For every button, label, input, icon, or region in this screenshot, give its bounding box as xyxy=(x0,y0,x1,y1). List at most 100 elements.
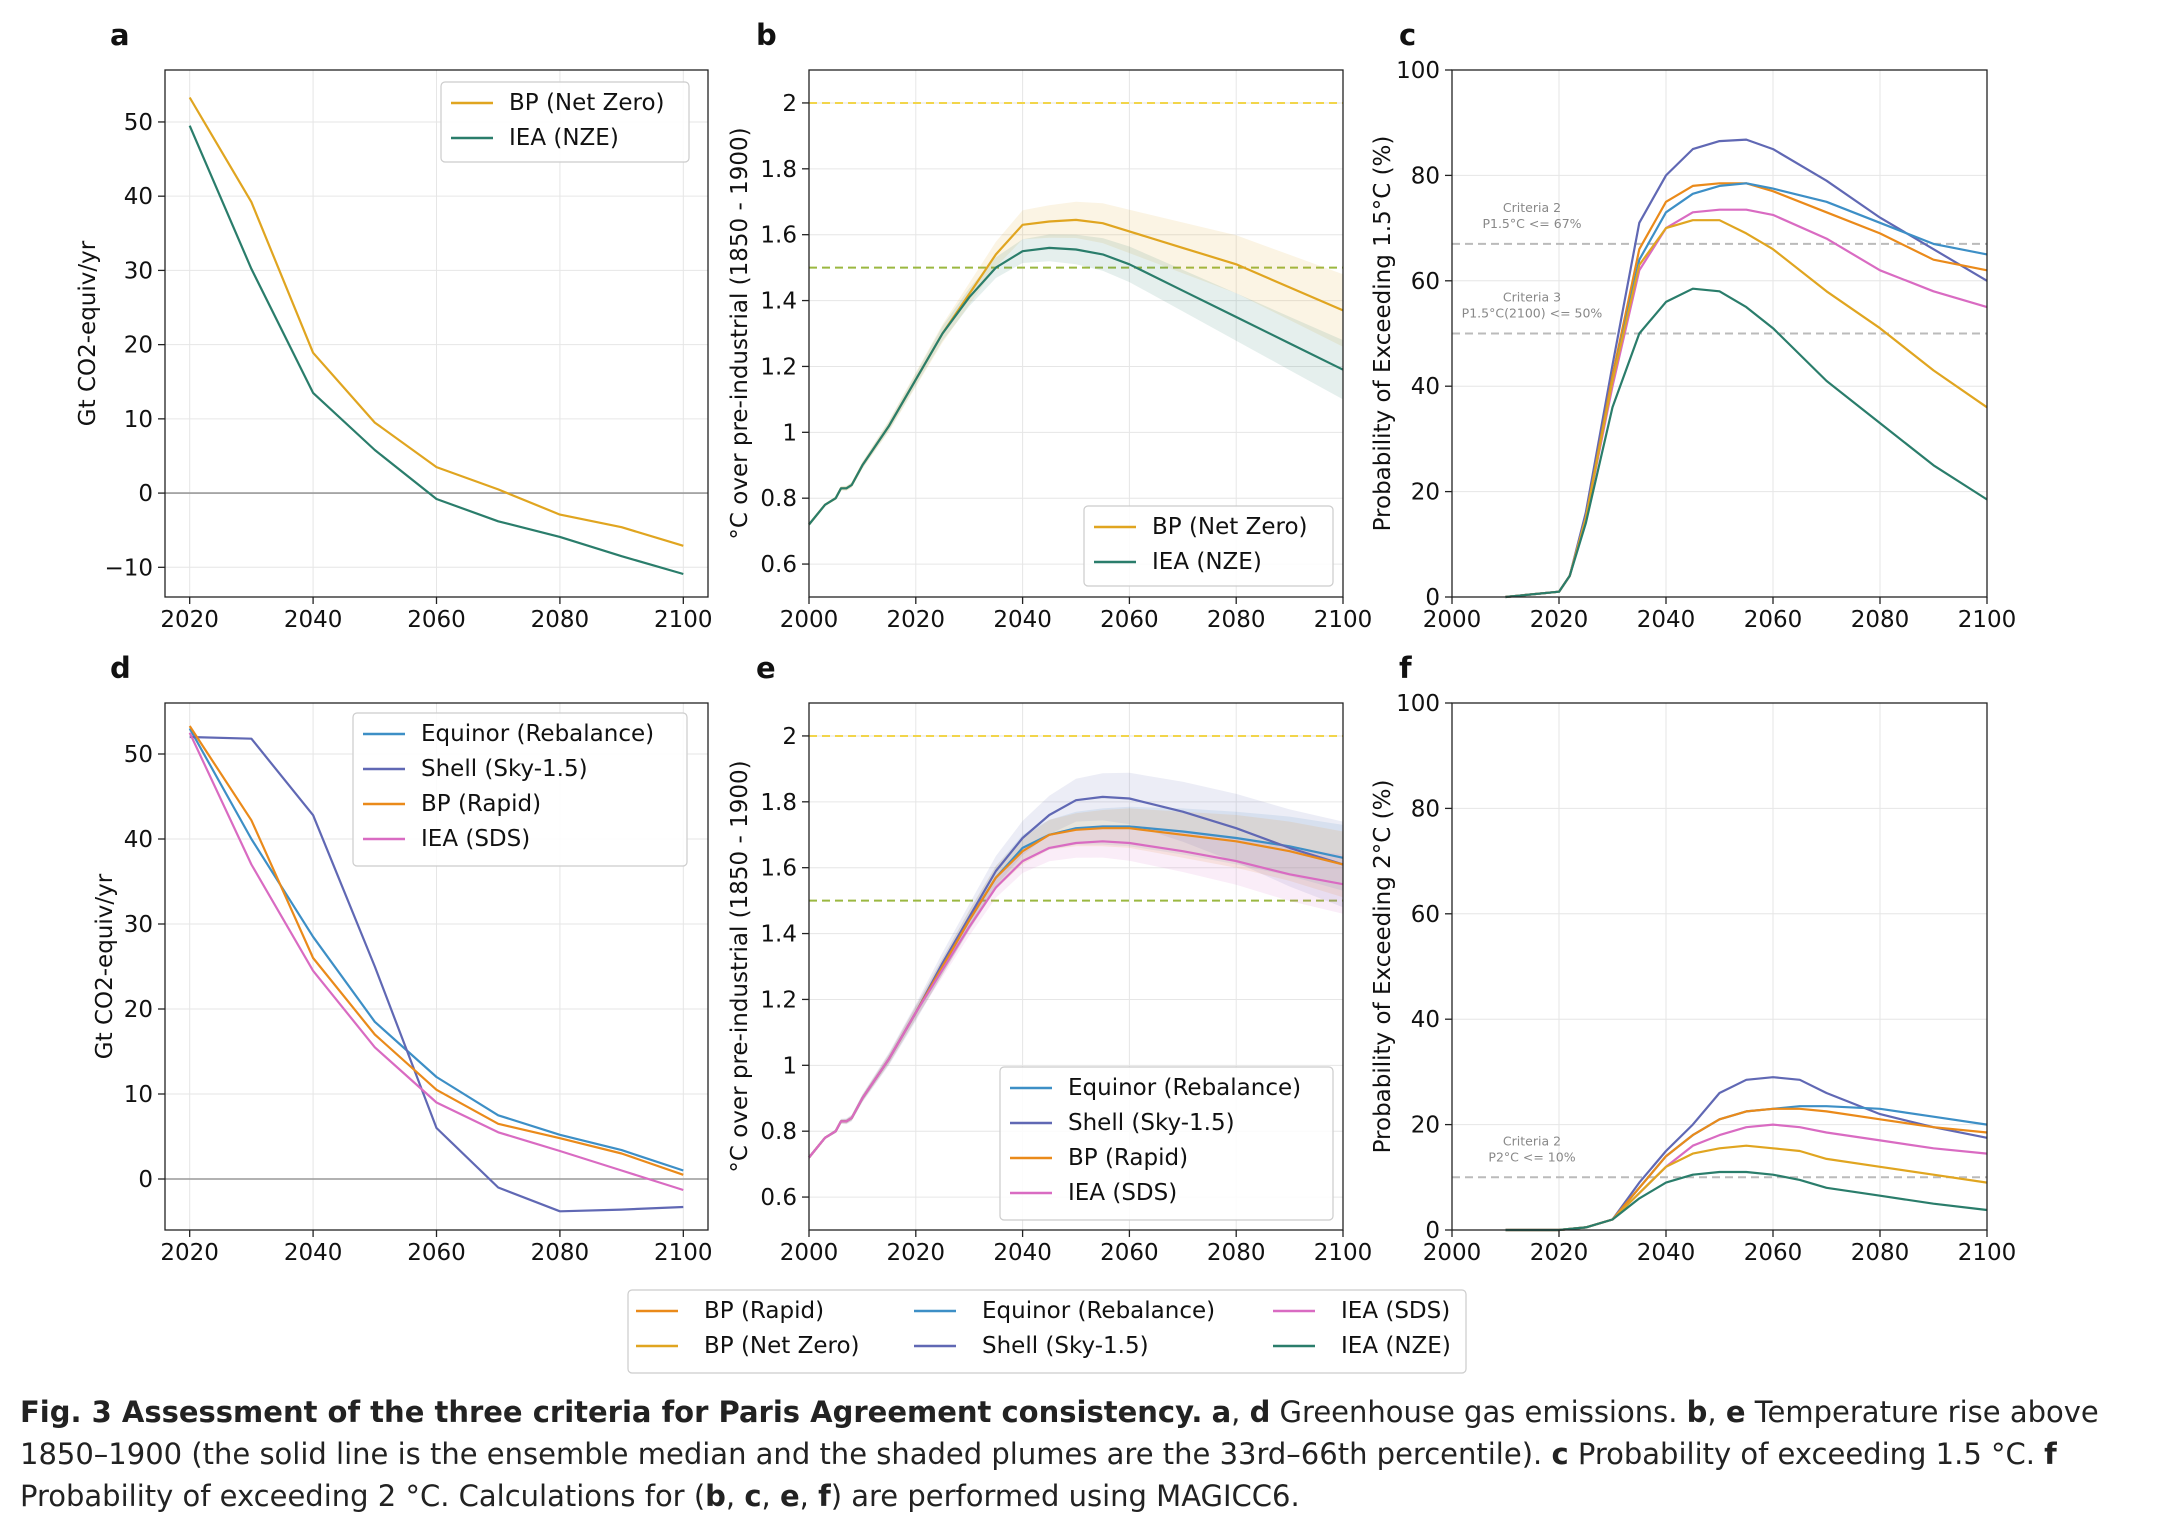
legend-label: IEA (SDS) xyxy=(1068,1180,1177,1206)
caption-list-e: e xyxy=(779,1479,800,1513)
panel-d: d 2020 2040 2060 2080 2100 0 10 20 30 40 50 Gt CO2-e… xyxy=(92,651,713,1266)
panel-a: a 2020 2040 2060 2080 2100 −10 0 10 20 30 40 50 Gt CO… xyxy=(75,18,713,633)
caption-label-e: e xyxy=(1725,1395,1746,1429)
criteria-title: Criteria 2 xyxy=(1503,200,1561,215)
x-tick-label: 2100 xyxy=(1314,607,1373,633)
y-axis-label: °C over pre-industrial (1850 - 1900) xyxy=(727,127,753,539)
panel-label-b: b xyxy=(756,18,777,52)
x-tick-label: 2040 xyxy=(1637,1240,1696,1266)
axes-frame xyxy=(1451,702,1988,1231)
x-tick-label: 2000 xyxy=(1423,1240,1482,1266)
x-tick-label: 2080 xyxy=(1207,607,1266,633)
y-tick-label: 2 xyxy=(782,724,797,750)
series-line xyxy=(188,732,684,1192)
shared-legend-label: Equinor (Rebalance) xyxy=(982,1298,1215,1324)
x-tick-label: 2100 xyxy=(654,607,713,633)
caption-text-c: Probability of exceeding 1.5 °C. xyxy=(1568,1437,2045,1471)
y-tick-label: 80 xyxy=(1411,796,1440,822)
y-tick-label: 0.8 xyxy=(760,1119,797,1145)
legend-box xyxy=(352,712,688,867)
y-tick-label: 40 xyxy=(124,184,153,210)
panel-label-c: c xyxy=(1399,18,1416,52)
series-line xyxy=(1505,1076,1988,1232)
legend-label: BP (Net Zero) xyxy=(1152,514,1308,540)
y-axis-label: Probability of Exceeding 2°C (%) xyxy=(1370,780,1396,1154)
y-tick-label: 40 xyxy=(1411,1007,1440,1033)
legend-label: BP (Rapid) xyxy=(421,791,541,817)
series-band xyxy=(809,772,1343,1158)
series-line xyxy=(188,125,684,576)
panel-label-d: d xyxy=(110,651,131,685)
series-line xyxy=(189,735,684,1213)
y-tick-label: 30 xyxy=(124,912,153,938)
x-tick-label: 2060 xyxy=(1100,607,1159,633)
panel-b: b 2000 2020 2040 2060 2080 2100 0.6 0.8 1 1.2 1.4 1.… xyxy=(727,18,1372,633)
y-axis-label: °C over pre-industrial (1850 - 1900) xyxy=(727,760,753,1172)
y-tick-label: 40 xyxy=(124,827,153,853)
x-tick-label: 2100 xyxy=(654,1240,713,1266)
criteria-label: P1.5°C(2100) <= 50% xyxy=(1462,306,1603,321)
y-tick-label: 0.8 xyxy=(760,486,797,512)
criteria-title: Criteria 2 xyxy=(1503,1133,1561,1148)
caption-label-c: c xyxy=(1551,1437,1569,1471)
x-tick-label: 2080 xyxy=(1851,607,1910,633)
y-tick-label: 0 xyxy=(1425,585,1440,611)
series-band xyxy=(809,825,1343,1158)
y-tick-label: 60 xyxy=(1411,269,1440,295)
x-tick-label: 2080 xyxy=(531,1240,590,1266)
series-line xyxy=(808,840,1344,1159)
criteria-label: P1.5°C <= 67% xyxy=(1482,216,1581,231)
x-tick-label: 2080 xyxy=(1851,1240,1910,1266)
shared-legend-label: BP (Net Zero) xyxy=(704,1333,860,1359)
caption-list-c: c xyxy=(744,1479,762,1513)
caption-tail: ) are performed using MAGICC6. xyxy=(830,1479,1300,1513)
x-tick-label: 2100 xyxy=(1958,607,2017,633)
y-tick-label: −10 xyxy=(104,555,153,581)
series-line xyxy=(1505,208,1988,599)
series-line xyxy=(188,727,684,1172)
y-tick-label: 20 xyxy=(1411,480,1440,506)
y-tick-label: 80 xyxy=(1411,163,1440,189)
caption-label-f: f xyxy=(2044,1437,2057,1471)
y-tick-label: 1.6 xyxy=(760,223,797,249)
series-band xyxy=(809,806,1343,1158)
x-tick-label: 2080 xyxy=(1207,1240,1266,1266)
shared-legend-label: Shell (Sky-1.5) xyxy=(982,1333,1149,1359)
series-line xyxy=(1505,287,1988,599)
series-line xyxy=(1505,1144,1988,1232)
y-tick-label: 30 xyxy=(124,258,153,284)
x-tick-label: 2060 xyxy=(1100,1240,1159,1266)
y-tick-label: 1.4 xyxy=(760,922,797,948)
legend-label: IEA (SDS) xyxy=(421,826,530,852)
series-line xyxy=(1505,182,1988,599)
legend-label: Shell (Sky-1.5) xyxy=(1068,1110,1235,1136)
x-tick-label: 2060 xyxy=(1744,607,1803,633)
criteria-title: Criteria 3 xyxy=(1503,290,1561,305)
series-line xyxy=(1505,138,1988,599)
caption-sep: , xyxy=(1231,1395,1250,1429)
shared-legend: BP (Rapid) Equinor (Rebalance) IEA (SDS) BP… xyxy=(627,1289,1467,1374)
legend-box xyxy=(999,1066,1334,1221)
x-tick-label: 2060 xyxy=(407,1240,466,1266)
y-tick-label: 1.6 xyxy=(760,856,797,882)
x-tick-label: 2020 xyxy=(160,607,219,633)
y-tick-label: 20 xyxy=(1411,1113,1440,1139)
y-axis-label: Gt CO2-equiv/yr xyxy=(92,873,118,1059)
series-line xyxy=(1505,1170,1988,1232)
caption-fig-label: Fig. 3 Assessment of the three criteria … xyxy=(20,1395,1203,1429)
x-tick-label: 2020 xyxy=(1530,1240,1589,1266)
series-line xyxy=(1505,182,1988,599)
legend-label: IEA (NZE) xyxy=(1152,549,1262,575)
shared-legend-label: IEA (NZE) xyxy=(1341,1333,1451,1359)
legend-label: IEA (NZE) xyxy=(509,125,619,151)
caption-text-f: Probability of exceeding 2 °C. Calculati… xyxy=(20,1479,706,1513)
x-tick-label: 2040 xyxy=(993,607,1052,633)
y-tick-label: 10 xyxy=(124,407,153,433)
panel-label-e: e xyxy=(756,651,776,685)
x-tick-label: 2020 xyxy=(160,1240,219,1266)
legend-label: Equinor (Rebalance) xyxy=(1068,1075,1301,1101)
y-tick-label: 1.2 xyxy=(760,354,797,380)
figure-caption: Fig. 3 Assessment of the three criteria … xyxy=(20,1395,2099,1513)
panel-e: e 2000 2020 2040 2060 2080 2100 0.6 0.8 1 1.2 1.4 1.… xyxy=(727,651,1372,1266)
